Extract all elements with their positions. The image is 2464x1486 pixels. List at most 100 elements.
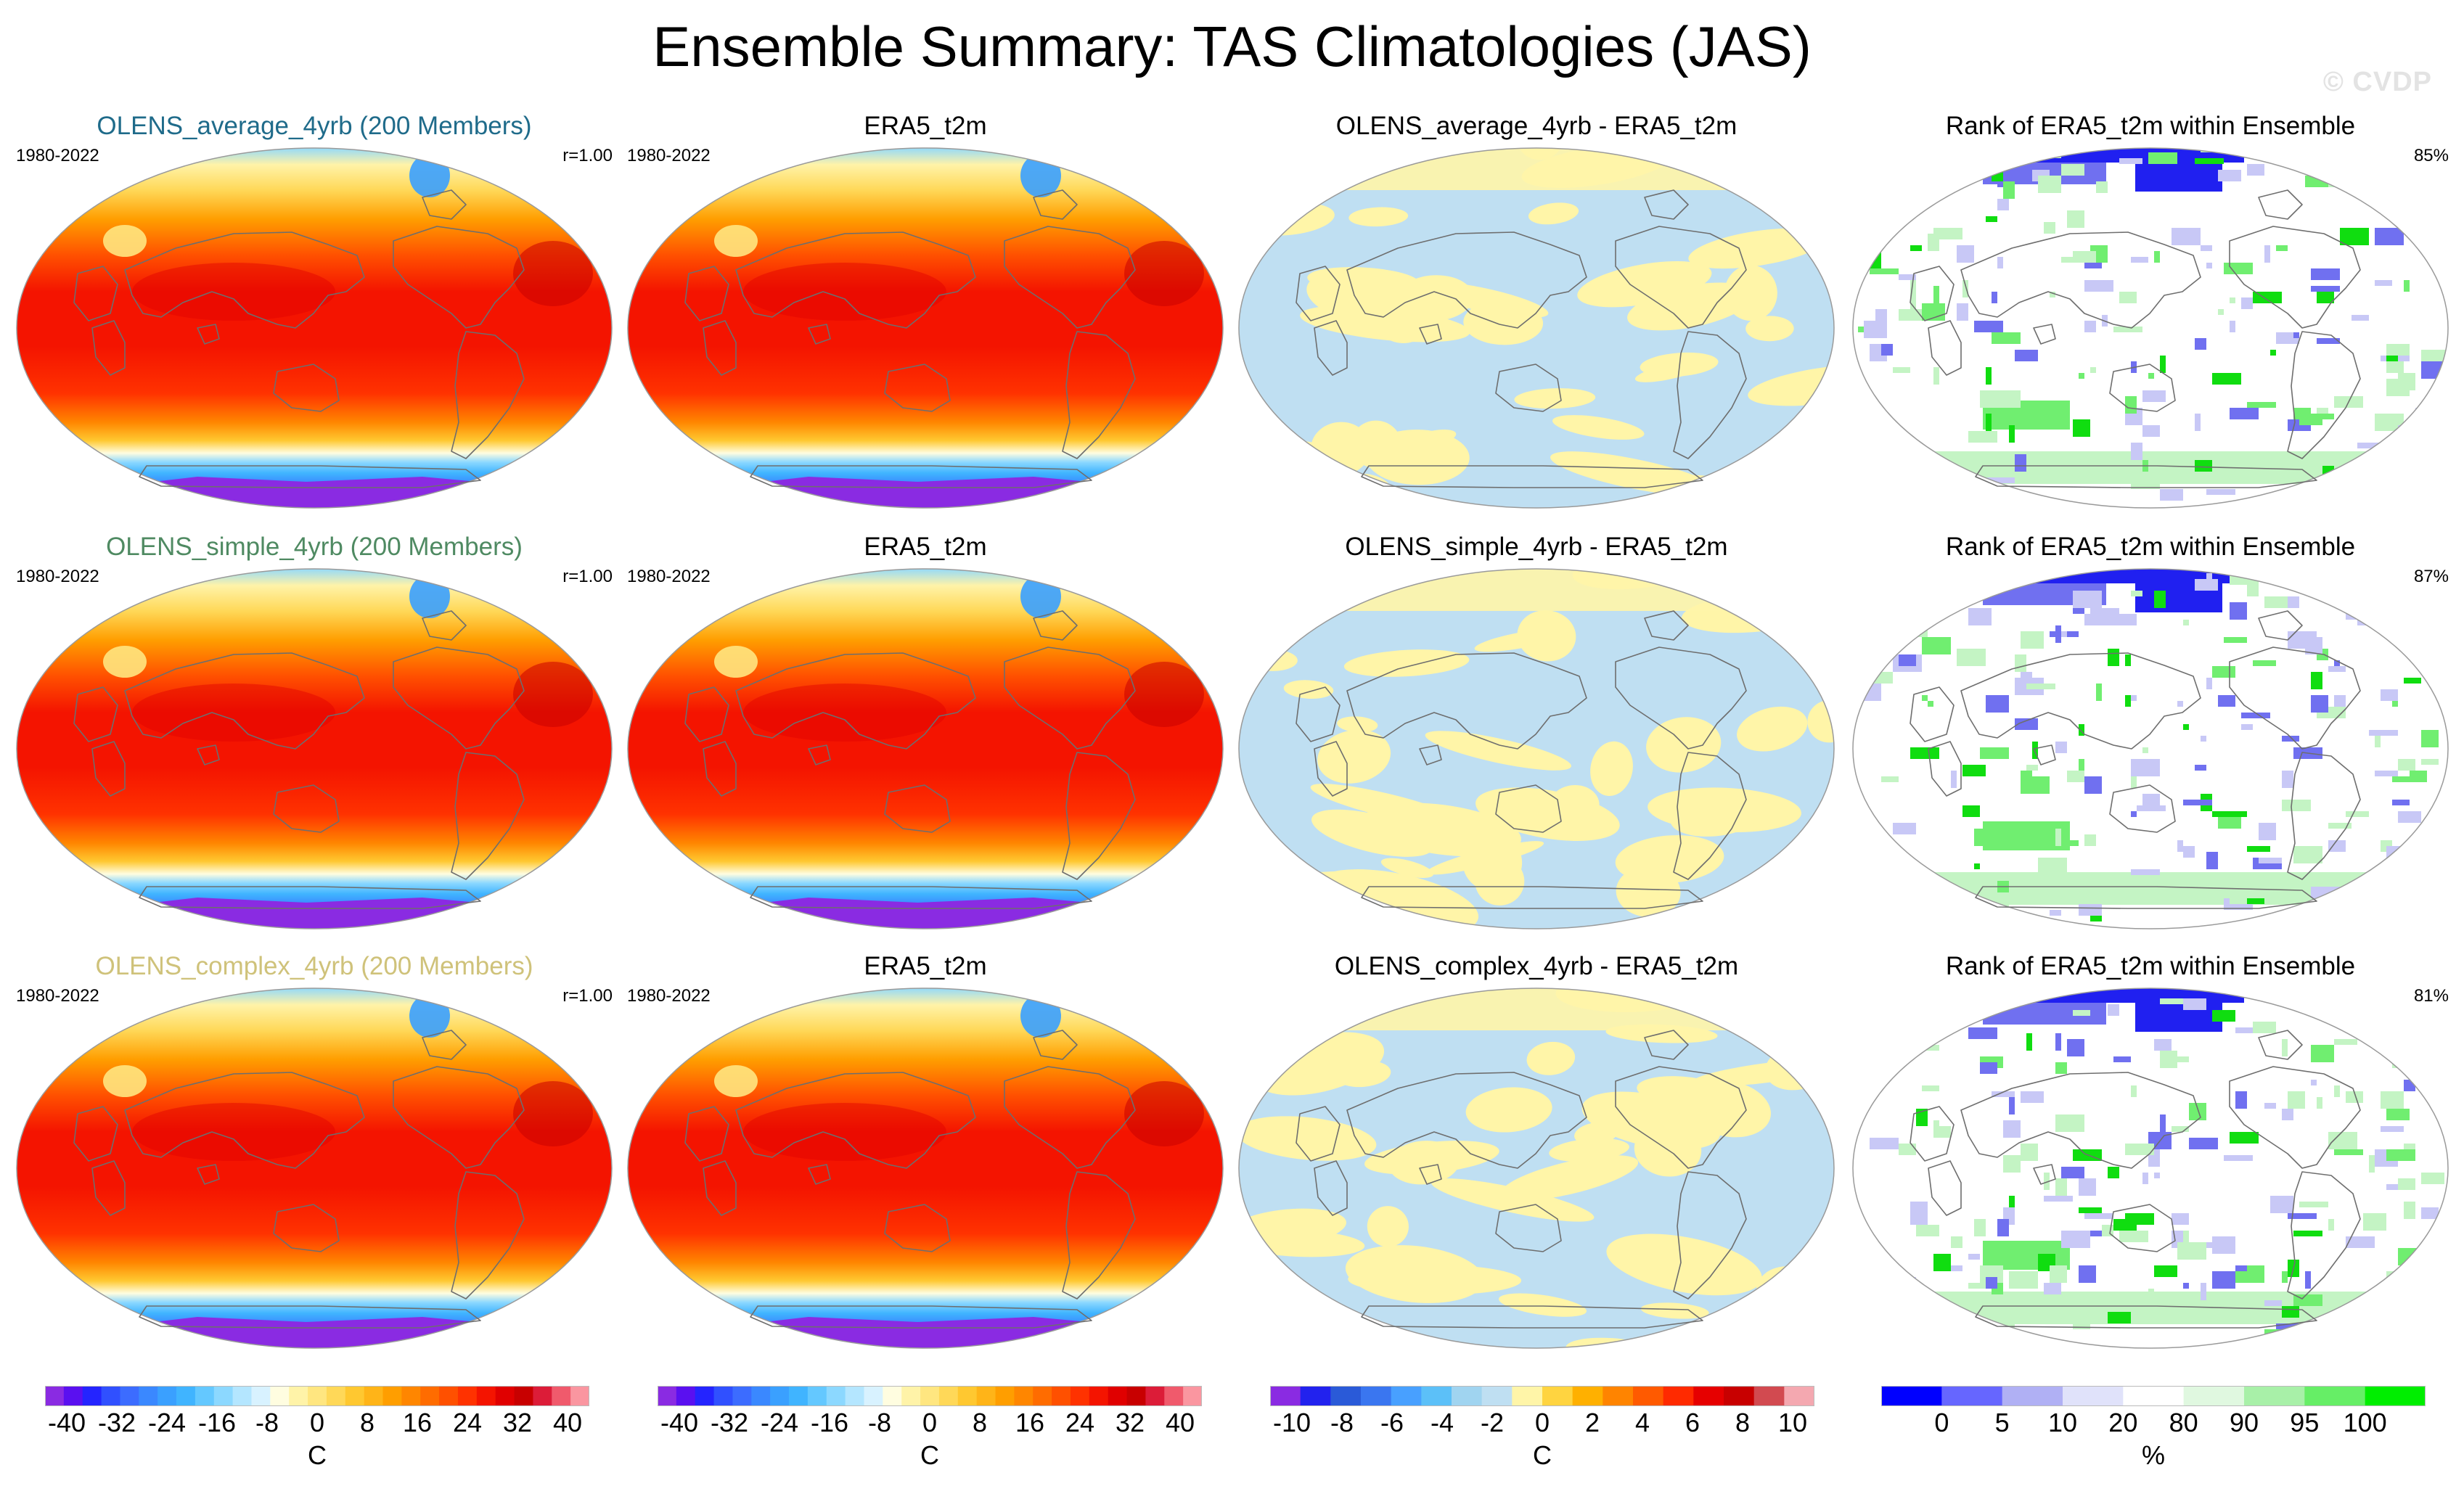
rank-cell [2195,158,2224,164]
colorbar-swatch [457,1386,478,1406]
positive-anomaly [1337,716,1378,733]
colorbar-tick-label: 40 [552,1408,583,1437]
rank-cell [1916,1312,1939,1323]
colorbar-swatches [1270,1386,1814,1406]
colorbar-tick-label: 16 [402,1408,433,1437]
rank-cell [2427,402,2448,419]
colorbar-swatch [326,1386,346,1406]
positive-anomaly [1343,649,1470,677]
rank-cell [2108,1004,2119,1016]
rank-cell [2317,338,2340,344]
rank-cell [1853,437,1875,443]
rank-cell [2247,846,2270,852]
positive-anomaly [1500,1155,1639,1201]
rank-cell [2142,390,2166,402]
rank-cell [2009,1004,2032,1010]
difference-panel-row2: OLENS_simple_4yrb - ERA5_t2m [1238,531,1835,930]
coastline-0 [1346,1072,1587,1169]
rank-cell [1933,1254,1951,1271]
rank-cell [2381,1091,2404,1109]
positive-anomaly [1823,1087,1834,1115]
positive-anomaly [1465,1087,1552,1133]
rank-cell [2415,216,2421,222]
colorbar-swatch [1941,1386,2003,1406]
colorbar-swatch [401,1386,421,1406]
rank-cell [2421,730,2439,747]
rank-cell [2212,373,2241,385]
rank-cell [1928,993,1939,1004]
rank-cell [1997,257,2003,268]
coastline-0 [1960,231,2201,329]
rank-cell [2340,228,2369,245]
coastline-6 [1419,324,1442,345]
positive-anomaly [1248,649,1298,671]
rank-cell [2235,898,2264,904]
rank-cell [1858,881,1864,898]
rank-cell [1986,477,2015,483]
rank-cell [1957,649,1986,666]
colorbar-swatch [308,1386,327,1406]
rank-cell [2021,1091,2044,1103]
rank-cell [2328,1219,2334,1231]
coastline-5 [884,364,951,412]
colorbar-ticks: -10 -8 -6 -4 -2 0 2 4 6 8 10 [1270,1406,1814,1441]
colorbar-swatch [382,1386,402,1406]
rank-cell [2125,1144,2154,1155]
positive-anomaly [1640,1302,1709,1319]
panel-title: ERA5_t2m [864,533,987,561]
rank-cell [2206,678,2212,689]
coastline-6 [808,1164,831,1185]
rank-cell [1853,684,1881,701]
rank-cell [2079,904,2102,916]
panel-title: OLENS_simple_4yrb (200 Members) [106,533,523,561]
coastline-6 [808,744,831,765]
rank-cell [2415,1022,2427,1027]
coastline-4 [2287,1171,2361,1300]
coastline-7 [1033,189,1078,220]
colorbar-swatch [1603,1386,1634,1406]
rank-cell [1864,1248,1875,1265]
rank-cell [2212,1271,2235,1289]
panel-title: OLENS_average_4yrb (200 Members) [97,112,532,140]
rank-cell [2230,321,2235,332]
rank-cell [1893,637,1904,643]
rank-cell [2230,811,2247,817]
colorbar-swatch [1300,1386,1331,1406]
colorbar-swatch [1633,1386,1664,1406]
rank-cell [2421,759,2439,765]
colorbar-tick-label: -40 [660,1408,699,1437]
rank-cell [1922,1085,1939,1091]
rank-cell [1968,1027,1997,1039]
rank-cell [1962,280,1968,297]
coastline-4 [1673,331,1747,459]
rank-cell [2183,846,2195,858]
colorbar-swatch [2304,1386,2366,1406]
rank-cell [2108,649,2119,666]
rank-cell [1986,1277,1997,1289]
rank-cell [1997,1219,2009,1236]
colorbar-swatch [2183,1386,2245,1406]
colorbar-swatch [1452,1386,1483,1406]
rank-cell [2317,1097,2322,1109]
map [1238,988,1835,1349]
rank-cell [2375,730,2381,747]
rank-cell [2113,1056,2131,1062]
colorbar-swatch [1330,1386,1362,1406]
coastline-2 [684,686,729,742]
colorbar-swatch [938,1386,959,1406]
positive-anomaly [1380,858,1434,878]
rank-cell [2084,321,2096,332]
colorbar-tick-label: 80 [2169,1408,2198,1437]
colorbar-tick-label: -8 [867,1408,892,1437]
coastline-0 [124,1072,365,1169]
rank-cell [2084,776,2102,794]
colorbar-tick-label: 90 [2229,1408,2259,1437]
rank-cell [1992,292,1997,303]
rank-cell [1962,993,1992,1004]
cvdp-watermark: © CVDP [2322,67,2432,97]
positive-anomaly [1499,1293,1587,1317]
coastline-0 [124,231,365,329]
colorbar-tick-label: -24 [760,1408,799,1437]
rank-cell [2003,1155,2021,1173]
period-label: 1980-2022 [627,567,711,586]
